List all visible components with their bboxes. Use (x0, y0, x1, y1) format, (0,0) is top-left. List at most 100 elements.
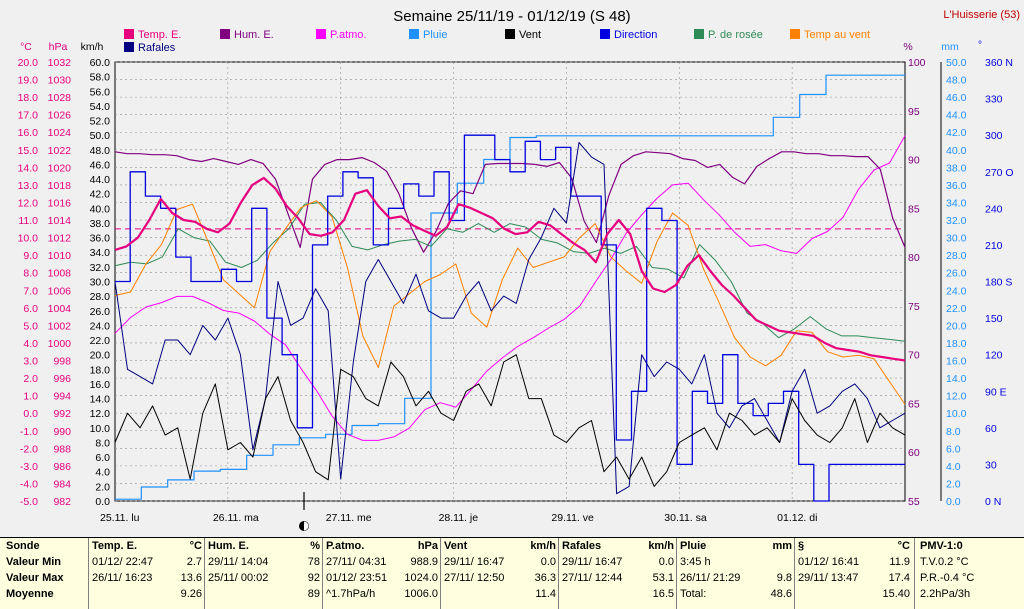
legend-label: P. de rosée (708, 29, 763, 41)
stats-cell: 3:45 h (680, 554, 792, 570)
wind-tick-label: 32.0 (90, 262, 111, 274)
temp-tick-label: 4.0 (23, 338, 38, 350)
wind-tick-label: 52.0 (90, 116, 111, 128)
col-separator (676, 538, 677, 609)
rain-tick-label: 10.0 (946, 408, 967, 420)
chart-title: Semaine 25/11/19 - 01/12/19 (S 48) (393, 8, 630, 25)
rain-tick-label: 38.0 (946, 162, 967, 174)
hum-tick-label: 100 (908, 57, 926, 69)
rain-tick-label: 36.0 (946, 180, 967, 192)
stats-col-header: Temp. E. °C (92, 538, 202, 554)
stats-cell-left: § (798, 540, 805, 552)
stats-cell: 01/12/ 23:51 1024.0 (326, 570, 438, 586)
wind-tick-label: 48.0 (90, 145, 111, 157)
press-tick-label: 1010 (48, 250, 72, 262)
wind-tick-label: 38.0 (90, 218, 111, 230)
temp-tick-label: 15.0 (18, 145, 39, 157)
stats-cell-right: 53.1 (652, 572, 674, 584)
series-p-de-ros-e (114, 202, 906, 342)
dir-tick-label: 60 (985, 423, 997, 435)
stats-cell-left: 26/11/ 16:23 (92, 572, 153, 584)
stats-cell-left: 01/12/ 16:41 (798, 556, 860, 568)
wind-tick-label: 20.0 (90, 350, 111, 362)
stats-cell: 25/11/ 00:02 92 (208, 570, 320, 586)
hum-tick-label: 60 (908, 447, 920, 459)
wind-tick-label: 14.0 (90, 394, 111, 406)
pmv-column: PMV-1:0 T.V.0.2 °C P.R.-0.4 °C 2.2hPa/3h (920, 538, 1020, 609)
stats-cell-left: 26/11/ 21:29 (680, 572, 741, 584)
rain-tick-label: 28.0 (946, 250, 967, 262)
stats-column: Temp. E. °C 01/12/ 22:47 2.7 26/11/ 16:23 13.… (92, 538, 202, 609)
stats-cell-right: 1006.0 (404, 588, 438, 600)
press-tick-label: 1002 (48, 320, 72, 332)
pmv-line1: T.V.0.2 °C (920, 556, 969, 568)
wind-tick-label: 60.0 (90, 57, 111, 69)
plot-area (114, 61, 906, 502)
stats-column: P.atmo. hPa 27/11/ 04:31 988.9 01/12/ 23:51 1… (326, 538, 438, 609)
stats-cell-right: °C (897, 540, 910, 552)
stats-cell-left: 29/11/ 16:47 (562, 556, 623, 568)
stats-col-header: Vent km/h (444, 538, 556, 554)
press-tick-label: 1028 (48, 92, 72, 104)
series-temp-e (114, 176, 906, 362)
dir-tick-label: 0 N (985, 496, 1001, 508)
dir-tick-label: 210 (985, 240, 1003, 252)
temp-tick-label: -5.0 (20, 496, 38, 508)
stats-cell: 15.40 (798, 586, 910, 602)
hum-tick-label: 65 (908, 398, 920, 410)
press-tick-label: 1018 (48, 180, 72, 192)
hum-tick-label: 75 (908, 301, 920, 313)
rain-tick-label: 12.0 (946, 391, 967, 403)
stats-cell: 29/11/ 16:47 0.0 (562, 554, 674, 570)
weather-chart: -5.0 982 -4.0 984 -3.0 986 -2.0 988 -1.0 990 0.0 99… (17, 8, 1020, 531)
stats-cell-right: hPa (417, 540, 438, 552)
stats-cell-right: 78 (307, 556, 320, 568)
stats-cell: 27/11/ 12:50 36.3 (444, 570, 556, 586)
stats-cell-left: P.atmo. (326, 540, 365, 552)
stats-cell-left: 27/11/ 12:44 (562, 572, 623, 584)
stats-cell-left: Temp. E. (92, 540, 138, 552)
stats-cell-left: 27/11/ 04:31 (326, 556, 387, 568)
stats-cell-right: 11.4 (535, 588, 556, 600)
stats-cell-right: 0.0 (540, 556, 556, 568)
row-labels: Sonde Valeur Min Valeur Max Moyenne (6, 538, 90, 609)
stats-cell: Total: 48.6 (680, 586, 792, 602)
press-tick-label: 992 (53, 408, 71, 420)
temp-tick-label: 17.0 (18, 110, 39, 122)
temp-tick-label: 18.0 (18, 92, 39, 104)
legend-swatch (694, 29, 704, 39)
day-label: 25.11. lu (100, 512, 140, 524)
temp-tick-label: 0.0 (23, 408, 38, 420)
hum-axis-unit: % (903, 41, 912, 53)
dir-tick-label: 120 (985, 350, 1003, 362)
pmv-line2: P.R.-0.4 °C (920, 572, 975, 584)
wind-tick-label: 24.0 (90, 320, 111, 332)
moon-phase-light (304, 521, 309, 531)
temp-tick-label: 16.0 (18, 127, 39, 139)
stats-cell-right: 2.7 (186, 556, 202, 568)
stats-col-header: Rafales km/h (562, 538, 674, 554)
stats-cell-right: 15.40 (882, 588, 910, 600)
press-tick-label: 1030 (48, 75, 72, 87)
stats-cell-right: 89 (307, 588, 320, 600)
stats-cell-left: Hum. E. (208, 540, 249, 552)
stats-cell: 29/11/ 13:47 17.4 (798, 570, 910, 586)
legend-swatch (124, 42, 134, 52)
press-tick-label: 990 (53, 426, 71, 438)
wind-tick-label: 42.0 (90, 189, 111, 201)
temp-tick-label: 2.0 (23, 373, 38, 385)
rain-tick-label: 6.0 (946, 443, 961, 455)
temp-tick-label: 6.0 (23, 303, 38, 315)
rain-tick-label: 24.0 (946, 285, 967, 297)
legend: Temp. E. Hum. E. P.atmo. Pluie Vent Direction… (124, 29, 870, 54)
rain-axis-unit: mm (941, 41, 959, 53)
stats-col-header: § °C (798, 538, 910, 554)
stats-cell-left: 01/12/ 23:51 (326, 572, 388, 584)
legend-swatch (220, 29, 230, 39)
wind-tick-label: 28.0 (90, 291, 111, 303)
temp-tick-label: 14.0 (18, 162, 39, 174)
row-label-avg: Moyenne (6, 588, 54, 600)
stats-cell-right: km/h (648, 540, 674, 552)
stats-cell-right: 48.6 (770, 588, 792, 600)
stats-column: § °C 01/12/ 16:41 11.9 29/11/ 13:47 17.4 15.40 (798, 538, 910, 609)
